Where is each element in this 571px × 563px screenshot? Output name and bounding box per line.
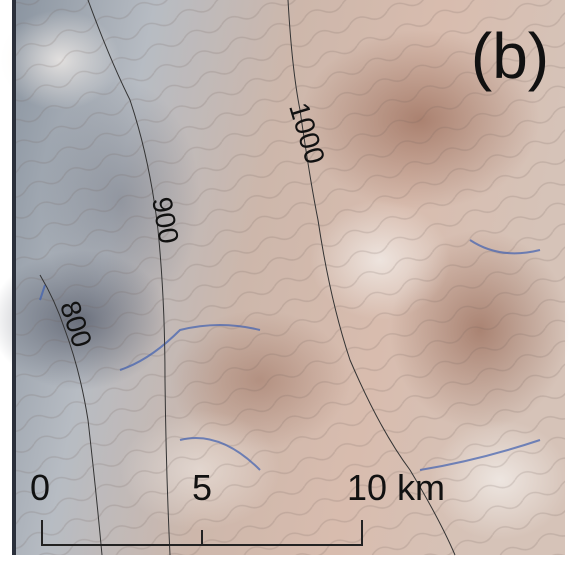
scale-label: 0 [30, 467, 50, 508]
scale-label: 10 km [347, 467, 445, 508]
scale-label: 5 [192, 467, 212, 508]
panel-label: (b) [471, 20, 549, 92]
map-figure: 800 900 1000 (b) 0 5 10 km [0, 0, 571, 563]
